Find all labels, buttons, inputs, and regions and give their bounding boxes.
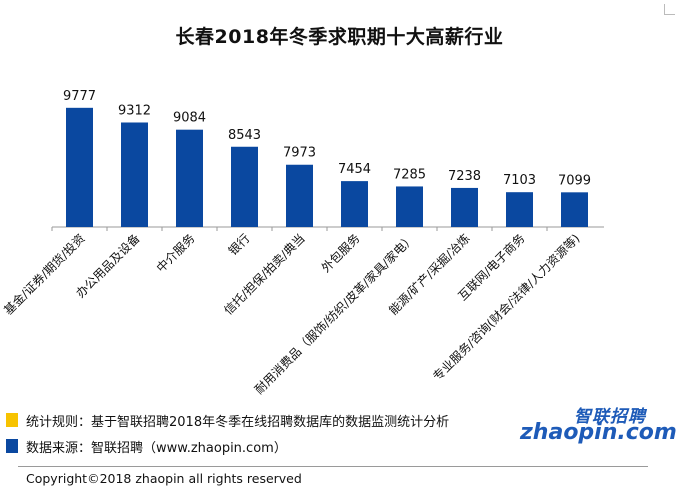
category-label: 银行 bbox=[226, 231, 253, 258]
bar bbox=[396, 186, 423, 227]
data-label: 7238 bbox=[448, 169, 481, 184]
bar bbox=[506, 192, 533, 227]
corner-mark bbox=[664, 4, 675, 15]
chart-title: 长春2018年冬季求职期十大高薪行业 bbox=[175, 26, 504, 48]
bar-chart: 9777基金/证券/期货/投资9312办公用品及设备9084中介服务8543银行… bbox=[1, 89, 604, 397]
source-note: 数据来源：智联招聘（www.zhaopin.com） bbox=[6, 436, 449, 456]
bar bbox=[341, 181, 368, 227]
data-label: 9312 bbox=[118, 103, 151, 118]
footer-divider bbox=[18, 466, 648, 467]
bar bbox=[286, 164, 313, 227]
copyright-text: Copyright©2018 zhaopin all rights reserv… bbox=[26, 471, 302, 486]
source-note-text: 数据来源：智联招聘（www.zhaopin.com） bbox=[26, 440, 287, 456]
category-label: 基金/证券/期货/投资 bbox=[1, 231, 88, 318]
data-label: 7285 bbox=[393, 167, 426, 182]
data-label: 7973 bbox=[283, 146, 316, 161]
logo-cn-text: 智联招聘 bbox=[574, 407, 646, 427]
bar bbox=[231, 146, 258, 227]
zhaopin-logo: 智联招聘 zhaopin.com bbox=[520, 400, 677, 448]
data-label: 7454 bbox=[338, 162, 371, 177]
logo-en-text: zhaopin.com bbox=[520, 420, 677, 445]
category-label: 外包服务 bbox=[318, 231, 363, 276]
bar bbox=[561, 192, 588, 227]
rule-note: 统计规则：基于智联招聘2018年冬季在线招聘数据库的数据监测统计分析 bbox=[6, 410, 449, 430]
bar bbox=[66, 107, 93, 227]
bar bbox=[451, 187, 478, 227]
rule-note-text: 统计规则：基于智联招聘2018年冬季在线招聘数据库的数据监测统计分析 bbox=[26, 414, 450, 430]
data-label: 8543 bbox=[228, 128, 261, 143]
data-label: 9084 bbox=[173, 111, 206, 126]
bar bbox=[121, 122, 148, 227]
bar bbox=[176, 129, 203, 227]
data-label: 9777 bbox=[63, 89, 96, 104]
yellow-square-icon bbox=[6, 413, 18, 427]
chart-notes: 统计规则：基于智联招聘2018年冬季在线招聘数据库的数据监测统计分析 数据来源：… bbox=[6, 410, 449, 462]
data-label: 7103 bbox=[503, 173, 536, 188]
data-label: 7099 bbox=[558, 173, 591, 188]
category-label: 中介服务 bbox=[153, 231, 198, 276]
blue-square-icon bbox=[6, 439, 18, 453]
